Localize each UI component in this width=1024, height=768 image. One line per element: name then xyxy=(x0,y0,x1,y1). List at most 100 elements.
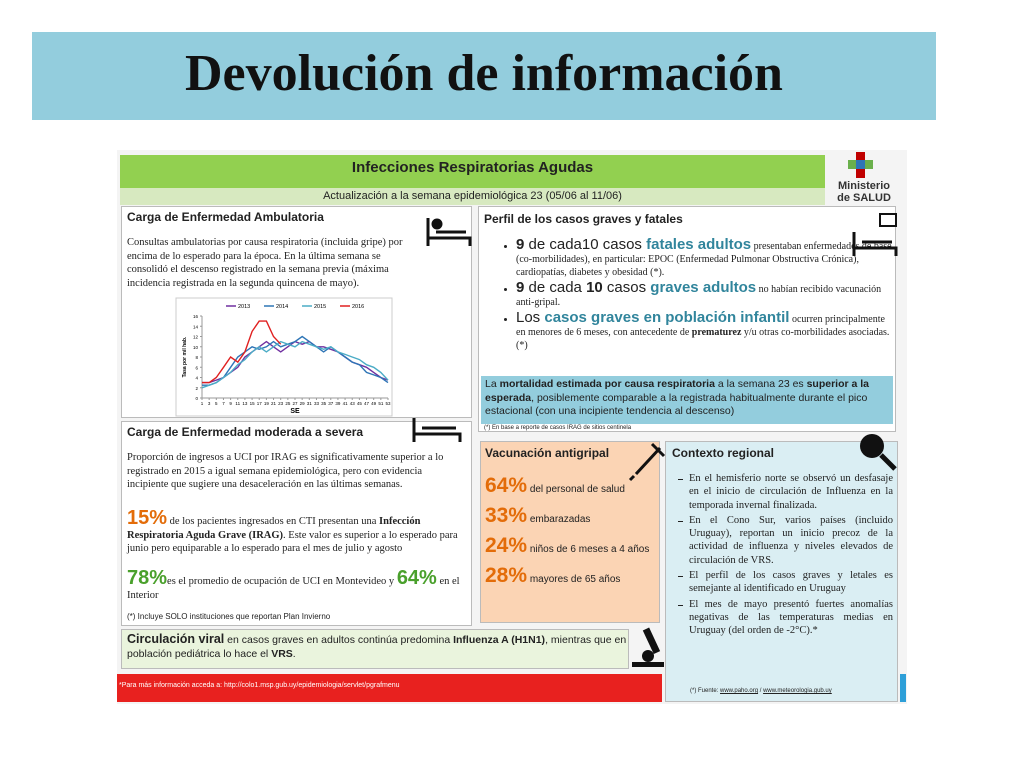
legend-label: 2015 xyxy=(314,304,326,310)
circulacion-text: Circulación viral en casos graves en adu… xyxy=(127,632,627,661)
y-tick-label: 0 xyxy=(195,396,198,401)
text-part: . xyxy=(292,647,296,660)
item: 28% mayores de 65 años xyxy=(485,564,657,594)
globe-icon xyxy=(860,434,897,471)
text-part: en casos graves en adultos continúa pred… xyxy=(224,634,454,646)
bullet: En el hemisferio norte se observó un des… xyxy=(678,473,893,511)
text-part: presentaban enfermedades de base (co-mor… xyxy=(516,241,892,278)
text-part: Circulación viral xyxy=(127,632,225,646)
x-tick-label: 33 xyxy=(314,401,320,406)
text-part: / xyxy=(758,688,764,694)
x-tick-label: 7 xyxy=(222,401,225,406)
x-tick-label: 43 xyxy=(350,401,356,406)
stat-paragraph: 78%es el promedio de ocupación de UCI en… xyxy=(127,568,465,602)
text-part: ocurren principalmente en menores de 6 m… xyxy=(516,314,885,338)
panel-title: Carga de Enfermedad moderada a severa xyxy=(127,425,364,439)
x-tick-label: 39 xyxy=(335,401,341,406)
text-part: , mientras que en población pediátrica l… xyxy=(127,634,627,660)
item-value: 64% xyxy=(485,474,528,497)
item: 24% niños de 6 meses a 4 años xyxy=(485,534,657,564)
x-tick-label: 35 xyxy=(321,401,327,406)
text-part: a la semana 23 es xyxy=(714,378,807,390)
legend-label: 2016 xyxy=(352,304,364,310)
chart-frame xyxy=(175,297,393,417)
x-tick-label: 23 xyxy=(278,401,284,406)
stat-text: de los pacientes ingresados en CTI prese… xyxy=(167,516,380,527)
y-tick-label: 12 xyxy=(193,335,199,340)
x-tick-label: 3 xyxy=(208,401,211,406)
item-text: mayores de 65 años xyxy=(529,574,621,585)
stat-paragraph: 15% de los pacientes ingresados en CTI p… xyxy=(127,508,462,556)
x-tick-label: 17 xyxy=(257,401,263,406)
text-part: de cada xyxy=(524,279,587,296)
microscope-icon xyxy=(632,627,664,667)
y-tick-label: 14 xyxy=(193,324,199,329)
text-part: , posiblemente comparable a la registrad… xyxy=(485,391,868,418)
panel-title: Vacunación antigripal xyxy=(485,446,610,460)
panel-moderada xyxy=(121,421,472,626)
x-axis-label: SE xyxy=(290,408,300,415)
text-part: casos xyxy=(602,279,651,296)
x-tick-label: 41 xyxy=(343,401,349,406)
item-value: 33% xyxy=(485,504,528,527)
x-tick-label: 19 xyxy=(264,401,270,406)
x-tick-label: 31 xyxy=(307,401,313,406)
title-banner xyxy=(32,32,936,120)
x-tick-label: 53 xyxy=(385,401,391,406)
text-part: VRS xyxy=(271,647,293,660)
x-tick-label: 37 xyxy=(328,401,334,406)
data-line xyxy=(202,320,282,384)
text-part: 10 xyxy=(586,279,603,296)
panel-title: Contexto regional xyxy=(672,446,775,460)
bullet: En el Cono Sur, varios países (incluido … xyxy=(678,514,893,566)
syringe-icon xyxy=(628,442,666,482)
x-tick-label: 29 xyxy=(300,401,306,406)
header-title: Infecciones Respiratorias Agudas xyxy=(120,155,825,188)
contexto-list: En el hemisferio norte se observó un des… xyxy=(677,472,893,640)
stat-text: es el promedio de ocupación de UCI en Mo… xyxy=(167,576,397,587)
logo-line: de SALUD xyxy=(837,192,891,204)
item-value: 28% xyxy=(485,564,528,587)
bullet: El perfil de los casos graves y letales … xyxy=(678,570,893,595)
panel-text: Consultas ambulatorias por causa respira… xyxy=(127,237,403,289)
slide-title: Devolución de información xyxy=(185,45,783,102)
bed-icon xyxy=(852,213,898,256)
vacunacion-list: 64% del personal de salud 33% embarazada… xyxy=(485,474,657,594)
bullet: 9 de cada10 casos fatales adultos presen… xyxy=(516,236,892,279)
x-tick-label: 13 xyxy=(242,401,248,406)
text-part: no habían recibido vacunación anti-gripa… xyxy=(516,284,882,308)
legend-label: 2014 xyxy=(276,304,288,310)
panel-vacunacion xyxy=(480,441,660,623)
data-line xyxy=(202,335,389,386)
text-part: mortalidad estimada por causa respirator… xyxy=(499,378,715,390)
x-tick-label: 21 xyxy=(271,401,277,406)
text-part: La xyxy=(485,378,500,390)
footnote: (*) Fuente: www.paho.org / www.meteorolo… xyxy=(690,688,832,694)
text-part: casos graves en población infantil xyxy=(544,309,790,326)
x-tick-label: 49 xyxy=(371,401,377,406)
text-part: 9 xyxy=(516,279,525,296)
text-part: graves adultos xyxy=(650,279,757,296)
x-tick-label: 47 xyxy=(364,401,370,406)
y-tick-label: 16 xyxy=(193,314,199,319)
bed-icon xyxy=(412,418,462,442)
stat-value: 15% xyxy=(127,507,168,529)
item: 33% embarazadas xyxy=(485,504,657,534)
panel-title: Carga de Enfermedad Ambulatoria xyxy=(127,210,324,224)
text-part: Los xyxy=(516,309,545,326)
text-part: 10 xyxy=(581,236,599,253)
text-part: superior a la esperada xyxy=(485,378,870,404)
stat-value: 78% xyxy=(127,567,168,589)
logo-text: Ministerio de SALUD xyxy=(828,180,900,204)
x-tick-label: 25 xyxy=(285,401,291,406)
link: www.meteorologia.gub.uy xyxy=(763,688,832,694)
footnote: (*) Incluye SOLO instituciones que repor… xyxy=(127,612,331,621)
item-text: niños de 6 meses a 4 años xyxy=(529,544,650,555)
item-value: 24% xyxy=(485,534,528,557)
x-tick-label: 45 xyxy=(357,401,363,406)
item: 64% del personal de salud xyxy=(485,474,657,504)
panel-text: Proporción de ingresos a UCI por IRAG es… xyxy=(127,452,444,490)
stat-value: 64% xyxy=(396,567,437,589)
